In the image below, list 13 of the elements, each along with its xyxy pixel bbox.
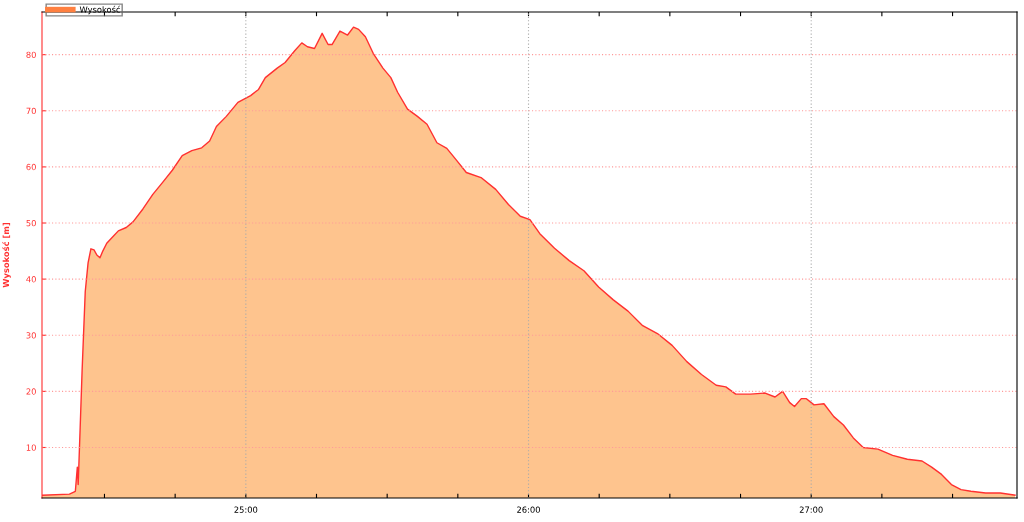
y-tick-label: 30	[26, 332, 36, 339]
y-tick-label: 60	[26, 163, 36, 171]
y-tick-label: 80	[26, 51, 36, 58]
y-tick-label: 70	[26, 107, 36, 115]
text: Wysokość	[79, 5, 120, 15]
y-tick-label: 40	[26, 276, 36, 283]
y-tick-label: 10	[26, 444, 36, 451]
y-tick-label: 20	[26, 388, 36, 395]
x-tick-label: 25:00	[234, 506, 258, 513]
x-tick-label: 27:00	[799, 506, 823, 513]
x-tick-label: 26:00	[517, 506, 540, 513]
y-tick-label: 50	[26, 219, 36, 227]
y-axis-title: Wysokość [m]	[2, 222, 11, 288]
